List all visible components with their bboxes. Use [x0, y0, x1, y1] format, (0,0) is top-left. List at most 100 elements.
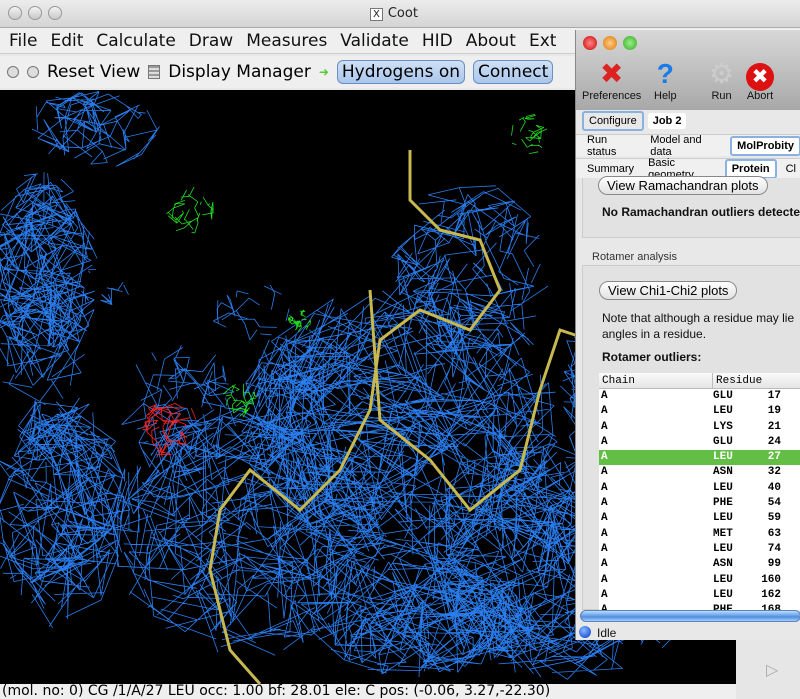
- menu-hid[interactable]: HID: [421, 30, 453, 51]
- cell-chain: A: [601, 420, 608, 433]
- ramachandran-result: No Ramachandran outliers detected: [602, 205, 800, 219]
- density-mesh: [31, 91, 160, 167]
- display-manager-button[interactable]: Display Manager: [168, 62, 311, 82]
- table-row[interactable]: A ASN 99: [599, 557, 800, 572]
- title-bar: X Coot: [0, 0, 800, 28]
- cell-resnum: 99: [767, 558, 781, 571]
- cell-chain: A: [601, 390, 608, 402]
- cell-resnum: 160: [761, 573, 781, 586]
- run-button[interactable]: ⚙ Run: [709, 58, 734, 102]
- table-row[interactable]: A LEU 27: [599, 450, 800, 466]
- side-panel-stub: ▷: [736, 640, 800, 699]
- tab-model-and-data[interactable]: Model and data: [650, 133, 702, 158]
- cell-resname: GLU: [713, 390, 733, 402]
- cell-chain: A: [601, 512, 608, 525]
- table-row[interactable]: A GLU 17: [599, 389, 800, 404]
- table-header: Chain Residue: [599, 373, 800, 389]
- cell-resname: ASN: [713, 466, 733, 479]
- phenix-zoom-button[interactable]: [623, 36, 637, 50]
- table-row[interactable]: A GLU 24: [599, 435, 800, 450]
- reset-view-button[interactable]: Reset View: [47, 62, 141, 82]
- table-row[interactable]: A LEU 19: [599, 404, 800, 419]
- cell-chain: A: [601, 497, 608, 510]
- run-label: Run: [711, 90, 732, 102]
- menu-extensions[interactable]: Ext: [528, 30, 557, 51]
- table-row[interactable]: APHE168: [599, 603, 800, 610]
- column-residue[interactable]: Residue: [713, 373, 800, 388]
- table-row[interactable]: A MET 63: [599, 527, 800, 542]
- menu-edit[interactable]: Edit: [50, 30, 84, 51]
- density-mesh: [0, 172, 98, 406]
- cell-chain: A: [601, 451, 608, 464]
- tab-job-2[interactable]: Job 2: [647, 113, 687, 129]
- menu-measures[interactable]: Measures: [246, 30, 328, 51]
- note-line-2: angles in a residue.: [602, 327, 707, 341]
- menu-calculate[interactable]: Calculate: [96, 30, 176, 51]
- tab-summary[interactable]: Summary: [587, 162, 635, 175]
- cell-resname: MET: [713, 527, 733, 540]
- protein-backbone[interactable]: [208, 150, 502, 684]
- cell-chain: A: [601, 466, 608, 479]
- x11-icon: X: [370, 8, 383, 21]
- table-row[interactable]: A LYS 21: [599, 420, 800, 435]
- menu-draw[interactable]: Draw: [188, 30, 234, 51]
- plug-icon[interactable]: ➜: [318, 65, 329, 79]
- close-button[interactable]: [8, 6, 22, 20]
- density-mesh: [300, 541, 534, 678]
- table-row[interactable]: A LEU 40: [599, 481, 800, 496]
- hydrogens-toggle[interactable]: Hydrogens on: [336, 60, 466, 84]
- density-mesh: [391, 185, 549, 359]
- connect-toggle[interactable]: Connect: [473, 60, 554, 84]
- tab-clashes[interactable]: Cl: [785, 162, 796, 175]
- preferences-button[interactable]: ✖ Preferences: [582, 58, 641, 102]
- negative-difference-mesh: [142, 403, 197, 458]
- zoom-button[interactable]: [48, 6, 62, 20]
- cell-chain: A: [601, 481, 608, 494]
- density-mesh: [0, 397, 131, 629]
- cell-resname: LEU: [713, 405, 733, 418]
- view-chi1-chi2-button[interactable]: View Chi1-Chi2 plots: [599, 281, 738, 300]
- rotamer-outliers-table[interactable]: Chain Residue A GLU 17 A LEU 19 A LYS 21 A GLU 24 A L…: [599, 373, 800, 610]
- table-row[interactable]: A PHE 54: [599, 496, 800, 511]
- cell-resnum: 21: [767, 420, 781, 433]
- table-row[interactable]: A LEU 74: [599, 542, 800, 557]
- cell-resnum: 24: [767, 435, 781, 448]
- table-row[interactable]: A LEU 59: [599, 511, 800, 526]
- cell-resname: LEU: [713, 588, 733, 601]
- cell-resnum: 17: [767, 390, 781, 402]
- result-tabs: Run status Model and data MolProbity: [576, 134, 800, 158]
- tab-run-status[interactable]: Run status: [587, 133, 617, 158]
- tab-configure[interactable]: Configure: [582, 111, 644, 131]
- help-button[interactable]: ? Help: [654, 58, 677, 102]
- menu-about[interactable]: About: [465, 30, 516, 51]
- abort-button[interactable]: ✖ Abort: [746, 58, 774, 102]
- tools-icon: ✖: [599, 58, 624, 89]
- cell-resname: PHE: [713, 603, 753, 610]
- toolbar-arrow-icon[interactable]: [7, 66, 19, 78]
- toolbar-stop-icon[interactable]: [27, 66, 39, 78]
- cell-resnum: 27: [767, 451, 781, 464]
- phenix-minimize-button[interactable]: [603, 36, 617, 50]
- cell-resname: GLU: [713, 435, 733, 448]
- tab-molprobity[interactable]: MolProbity: [730, 135, 800, 156]
- cell-resnum: 162: [761, 588, 781, 601]
- table-row[interactable]: A LEU 162: [599, 588, 800, 603]
- phenix-toolbar: ✖ Preferences ? Help ⚙ Run ✖ Abort: [576, 30, 800, 110]
- cell-chain: A: [599, 603, 713, 610]
- column-chain[interactable]: Chain: [599, 373, 713, 388]
- cell-resnum: 54: [767, 497, 781, 510]
- minimize-button[interactable]: [28, 6, 42, 20]
- menu-file[interactable]: File: [9, 30, 38, 51]
- table-row[interactable]: A LEU 160: [599, 573, 800, 588]
- view-ramachandran-button[interactable]: View Ramachandran plots: [598, 176, 768, 195]
- density-mesh: [213, 284, 290, 341]
- table-row[interactable]: A ASN 32: [599, 465, 800, 480]
- phenix-close-button[interactable]: [583, 36, 597, 50]
- cell-resname: ASN: [713, 558, 733, 571]
- play-icon[interactable]: ▷: [766, 660, 779, 679]
- abort-icon: ✖: [746, 58, 774, 91]
- menu-validate[interactable]: Validate: [340, 30, 409, 51]
- cell-resname: LEU: [713, 451, 733, 464]
- density-mesh: [241, 279, 558, 560]
- cell-resname: LEU: [713, 481, 733, 494]
